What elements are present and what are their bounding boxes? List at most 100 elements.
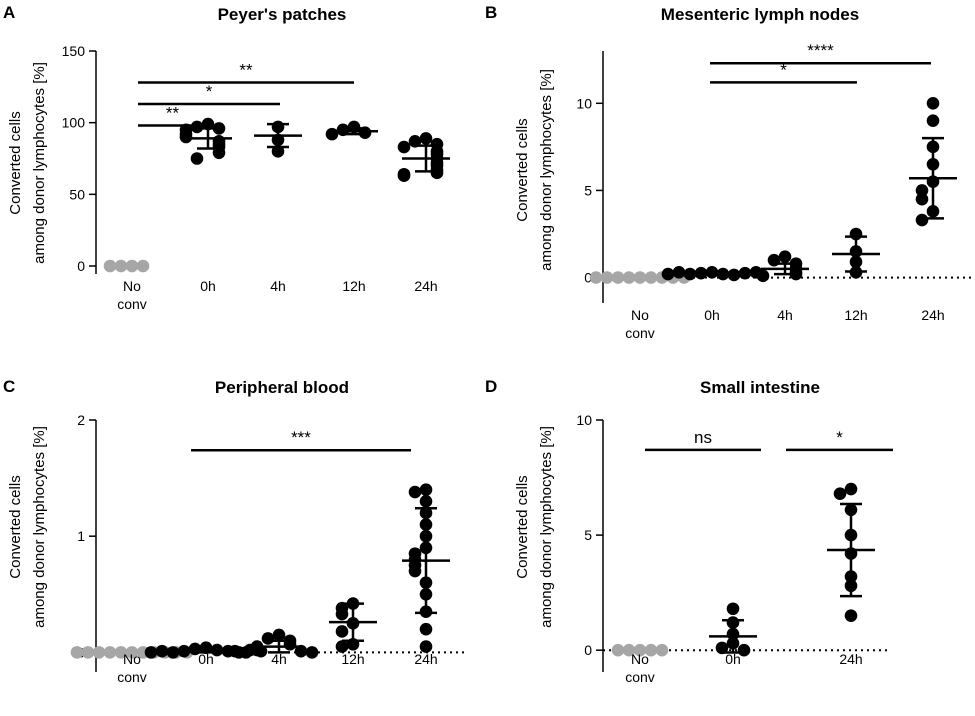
panel-letter: D xyxy=(485,377,497,396)
x-tick-label: No xyxy=(123,278,141,294)
data-point xyxy=(305,646,319,659)
data-point xyxy=(738,266,752,280)
data-point xyxy=(419,483,433,497)
data-point xyxy=(419,132,433,145)
chart-title: Small intestine xyxy=(700,378,820,397)
data-point xyxy=(611,643,625,657)
y-axis-label: Converted cells xyxy=(7,111,24,214)
panel-letter: A xyxy=(3,3,15,22)
x-tick-label: 12h xyxy=(341,651,364,667)
y-axis-label: among donor lymphocytes [%] xyxy=(31,62,48,264)
data-point xyxy=(926,96,940,110)
data-point xyxy=(408,564,422,578)
data-point xyxy=(92,646,106,659)
x-tick-label: conv xyxy=(625,325,655,341)
x-tick-label: 12h xyxy=(342,278,365,294)
data-point xyxy=(778,250,792,263)
data-point xyxy=(261,632,275,645)
data-point xyxy=(335,607,349,621)
data-point xyxy=(125,646,139,659)
data-point xyxy=(179,130,193,144)
significance-label: * xyxy=(780,60,787,79)
data-point xyxy=(190,120,204,134)
panel-letter: B xyxy=(485,3,497,22)
significance-label: ** xyxy=(166,104,180,123)
data-point xyxy=(926,114,940,128)
data-point xyxy=(397,169,411,182)
y-axis-label: Converted cells xyxy=(514,118,531,221)
data-point xyxy=(114,646,128,659)
data-point xyxy=(655,643,669,657)
data-point xyxy=(272,628,286,642)
y-axis-label: among donor lymphocytes [%] xyxy=(538,69,555,271)
data-point xyxy=(239,646,253,659)
x-tick-label: 24h xyxy=(921,307,944,323)
x-tick-label: 4h xyxy=(777,307,793,323)
x-tick-label: 0h xyxy=(725,651,741,667)
data-point xyxy=(726,602,740,616)
panel-b: B Mesenteric lymph nodes Converted cells am… xyxy=(485,3,971,341)
data-point xyxy=(611,271,625,284)
data-point xyxy=(325,127,339,141)
data-point xyxy=(600,271,614,284)
data-point xyxy=(915,192,929,206)
data-point xyxy=(294,644,308,658)
chart-title: Mesenteric lymph nodes xyxy=(661,5,859,24)
data-point xyxy=(114,259,128,273)
panel-d: D Small intestine Converted cells among don… xyxy=(485,377,893,685)
data-point xyxy=(430,166,444,180)
data-point xyxy=(915,184,929,197)
panel-c: C Peripheral blood Converted cells among do… xyxy=(3,377,464,685)
data-point xyxy=(190,152,204,165)
data-point xyxy=(419,640,433,653)
data-point xyxy=(125,259,139,273)
data-point xyxy=(589,271,603,284)
x-tick-label: 0h xyxy=(704,307,720,323)
data-point xyxy=(633,271,647,284)
data-point xyxy=(622,643,636,657)
x-tick-label: 0h xyxy=(198,651,214,667)
data-point xyxy=(727,268,741,282)
y-tick-label: 0 xyxy=(584,642,592,658)
y-tick-label: 0 xyxy=(77,258,85,274)
significance-label: **** xyxy=(807,41,834,60)
data-point xyxy=(715,641,729,655)
x-tick-label: 0h xyxy=(200,278,216,294)
data-point xyxy=(661,267,675,281)
significance-label: ns xyxy=(694,428,712,447)
significance-label: *** xyxy=(291,428,311,447)
data-point xyxy=(833,487,847,500)
data-point xyxy=(633,643,647,657)
data-point xyxy=(81,646,95,659)
significance-label: * xyxy=(836,428,843,447)
data-point xyxy=(915,213,929,227)
data-point xyxy=(844,609,858,622)
data-point xyxy=(844,482,858,496)
chart-title: Peripheral blood xyxy=(215,378,349,397)
y-tick-label: 2 xyxy=(77,412,85,428)
x-tick-label: 4h xyxy=(270,278,286,294)
data-point xyxy=(622,271,636,284)
data-point xyxy=(166,646,180,659)
y-axis-label: among donor lymphocytes [%] xyxy=(538,426,555,628)
x-tick-label: No xyxy=(631,651,649,667)
y-tick-label: 5 xyxy=(584,182,592,198)
significance-label: * xyxy=(206,82,213,101)
y-tick-label: 100 xyxy=(62,115,86,131)
data-point xyxy=(144,646,158,659)
x-tick-label: No xyxy=(631,307,649,323)
data-point xyxy=(103,259,117,273)
data-point xyxy=(408,485,422,499)
data-point xyxy=(419,495,433,508)
x-tick-label: 24h xyxy=(414,651,437,667)
data-point xyxy=(419,622,433,636)
data-point xyxy=(756,269,770,283)
data-point xyxy=(103,646,117,659)
data-point xyxy=(644,643,658,657)
data-point xyxy=(644,271,658,284)
y-axis-label: Converted cells xyxy=(7,475,24,578)
x-tick-label: No xyxy=(123,651,141,667)
y-tick-label: 150 xyxy=(62,43,86,59)
chart-title: Peyer's patches xyxy=(218,5,347,24)
x-tick-label: 12h xyxy=(844,307,867,323)
